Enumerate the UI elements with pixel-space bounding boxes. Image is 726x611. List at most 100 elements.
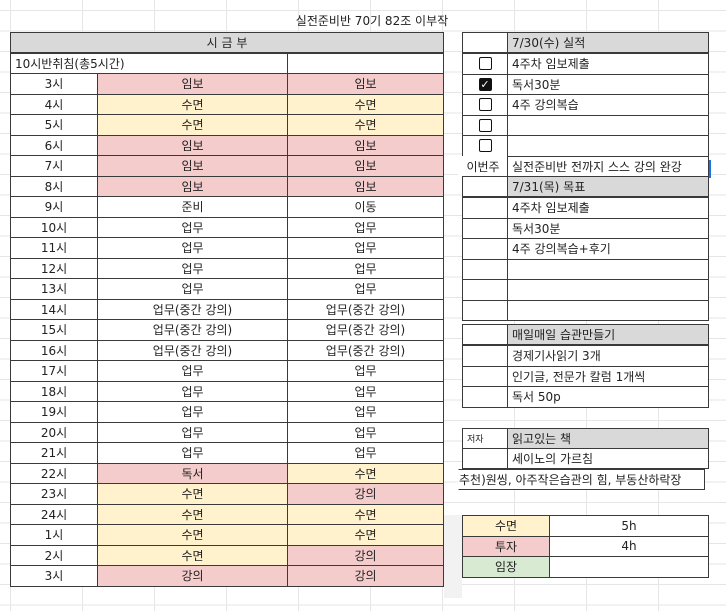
summary-value[interactable]: 5h xyxy=(549,515,709,537)
schedule-cell-b[interactable]: 업무(중간 강의) xyxy=(287,298,444,320)
schedule-cell-a[interactable]: 임보 xyxy=(97,73,288,95)
checkbox-cell[interactable] xyxy=(462,114,508,136)
habits-header-blank[interactable] xyxy=(462,324,508,345)
schedule-cell-a[interactable]: 업무(중간 강의) xyxy=(97,298,288,320)
this-week-value[interactable]: 실전준비반 전까지 스스 강의 완강 xyxy=(507,156,709,177)
results-header[interactable]: 7/30(수) 실적 xyxy=(507,32,709,53)
schedule-cell-a[interactable]: 수면 xyxy=(97,503,288,525)
hour-cell[interactable]: 6시 xyxy=(10,134,98,156)
reading-header[interactable]: 읽고있는 책 xyxy=(507,428,709,449)
schedule-cell-a[interactable]: 업무(중간 강의) xyxy=(97,339,288,361)
habit-blank[interactable] xyxy=(462,386,508,408)
book-blank[interactable] xyxy=(462,448,508,469)
schedule-cell-a[interactable]: 수면 xyxy=(97,483,288,505)
author-label[interactable]: 저자 xyxy=(462,428,508,449)
checkbox-cell[interactable]: ✓ xyxy=(462,73,508,95)
hour-cell[interactable]: 8시 xyxy=(10,175,98,197)
schedule-cell-a[interactable]: 수면 xyxy=(97,93,288,115)
goal-blank[interactable] xyxy=(462,217,508,239)
schedule-cell-a[interactable]: 임보 xyxy=(97,175,288,197)
schedule-cell-a[interactable]: 업무 xyxy=(97,380,288,402)
goal-item[interactable]: 독서30분 xyxy=(507,217,709,239)
schedule-cell-b[interactable]: 업무 xyxy=(287,401,444,423)
hour-cell[interactable]: 10시 xyxy=(10,216,98,238)
summary-label[interactable]: 투자 xyxy=(462,535,550,557)
goal-item[interactable] xyxy=(507,258,709,280)
schedule-cell-b[interactable]: 수면 xyxy=(287,503,444,525)
schedule-cell-b[interactable]: 업무 xyxy=(287,216,444,238)
schedule-cell-a[interactable]: 준비 xyxy=(97,196,288,218)
result-item[interactable] xyxy=(507,135,709,157)
checkbox[interactable] xyxy=(478,118,492,132)
schedule-cell-b[interactable]: 업무 xyxy=(287,360,444,382)
hour-cell[interactable]: 24시 xyxy=(10,503,98,525)
hour-cell[interactable]: 2시 xyxy=(10,544,98,566)
schedule-cell-b[interactable]: 강의 xyxy=(287,565,444,587)
result-item[interactable]: 독서30분 xyxy=(507,73,709,95)
goals-header-blank[interactable] xyxy=(462,176,508,197)
checkbox[interactable]: ✓ xyxy=(478,77,492,91)
schedule-cell-b[interactable]: 수면 xyxy=(287,524,444,546)
summary-value[interactable] xyxy=(549,556,709,578)
hour-cell[interactable]: 18시 xyxy=(10,380,98,402)
habit-blank[interactable] xyxy=(462,345,508,367)
habits-header[interactable]: 매일매일 습관만들기 xyxy=(507,324,709,345)
schedule-cell-b[interactable]: 수면 xyxy=(287,93,444,115)
schedule-cell-b[interactable]: 강의 xyxy=(287,544,444,566)
summary-label[interactable]: 수면 xyxy=(462,515,550,537)
goal-item[interactable]: 4주 강의복습+후기 xyxy=(507,238,709,260)
schedule-cell-a[interactable]: 업무 xyxy=(97,401,288,423)
schedule-cell-a[interactable]: 업무 xyxy=(97,278,288,300)
habit-item[interactable]: 인기글, 전문가 칼럼 1개씩 xyxy=(507,365,709,387)
hour-cell[interactable]: 3시 xyxy=(10,565,98,587)
habit-blank[interactable] xyxy=(462,365,508,387)
schedule-cell-a[interactable]: 업무 xyxy=(97,442,288,464)
schedule-cell-b[interactable]: 임보 xyxy=(287,175,444,197)
schedule-cell-a[interactable]: 수면 xyxy=(97,114,288,136)
checkbox[interactable] xyxy=(478,57,492,71)
goal-blank[interactable] xyxy=(462,279,508,301)
result-item[interactable]: 4주 강의복습 xyxy=(507,94,709,116)
schedule-cell-a[interactable]: 업무 xyxy=(97,360,288,382)
schedule-subheader[interactable]: 10시반취침(총5시간) xyxy=(10,53,288,74)
results-header-blank[interactable] xyxy=(462,32,508,53)
goal-blank[interactable] xyxy=(462,258,508,280)
checkbox-cell[interactable] xyxy=(462,135,508,157)
checkbox[interactable] xyxy=(478,98,492,112)
schedule-cell-b[interactable]: 업무 xyxy=(287,257,444,279)
recommended-books[interactable]: 추천)원씽, 아주작은습관의 힘, 부동산하락장 xyxy=(458,469,705,490)
result-item[interactable] xyxy=(507,114,709,136)
schedule-cell-b[interactable]: 업무 xyxy=(287,237,444,259)
checkbox[interactable] xyxy=(478,139,492,153)
schedule-cell-b[interactable]: 임보 xyxy=(287,73,444,95)
schedule-cell-a[interactable]: 임보 xyxy=(97,155,288,177)
hour-cell[interactable]: 14시 xyxy=(10,298,98,320)
schedule-cell-a[interactable]: 업무 xyxy=(97,421,288,443)
schedule-cell-b[interactable]: 업무 xyxy=(287,442,444,464)
hour-cell[interactable]: 7시 xyxy=(10,155,98,177)
goal-item[interactable] xyxy=(507,279,709,301)
schedule-cell-b[interactable]: 이동 xyxy=(287,196,444,218)
schedule-cell-b[interactable]: 강의 xyxy=(287,483,444,505)
schedule-cell-a[interactable]: 업무(중간 강의) xyxy=(97,319,288,341)
habit-item[interactable]: 독서 50p xyxy=(507,386,709,408)
this-week-label[interactable]: 이번주 xyxy=(458,156,508,177)
hour-cell[interactable]: 21시 xyxy=(10,442,98,464)
goal-blank[interactable] xyxy=(462,197,508,219)
result-item[interactable]: 4주차 임보제출 xyxy=(507,53,709,75)
schedule-cell-a[interactable]: 임보 xyxy=(97,134,288,156)
habit-item[interactable]: 경제기사읽기 3개 xyxy=(507,345,709,367)
hour-cell[interactable]: 23시 xyxy=(10,483,98,505)
schedule-cell-b[interactable]: 수면 xyxy=(287,114,444,136)
schedule-cell-b[interactable]: 업무(중간 강의) xyxy=(287,339,444,361)
schedule-cell-a[interactable]: 독서 xyxy=(97,462,288,484)
hour-cell[interactable]: 15시 xyxy=(10,319,98,341)
hour-cell[interactable]: 3시 xyxy=(10,73,98,95)
schedule-cell-a[interactable]: 업무 xyxy=(97,257,288,279)
hour-cell[interactable]: 16시 xyxy=(10,339,98,361)
goal-blank[interactable] xyxy=(462,238,508,260)
summary-label[interactable]: 임장 xyxy=(462,556,550,578)
book-title[interactable]: 세이노의 가르침 xyxy=(507,448,709,469)
hour-cell[interactable]: 20시 xyxy=(10,421,98,443)
schedule-cell-b[interactable]: 임보 xyxy=(287,155,444,177)
